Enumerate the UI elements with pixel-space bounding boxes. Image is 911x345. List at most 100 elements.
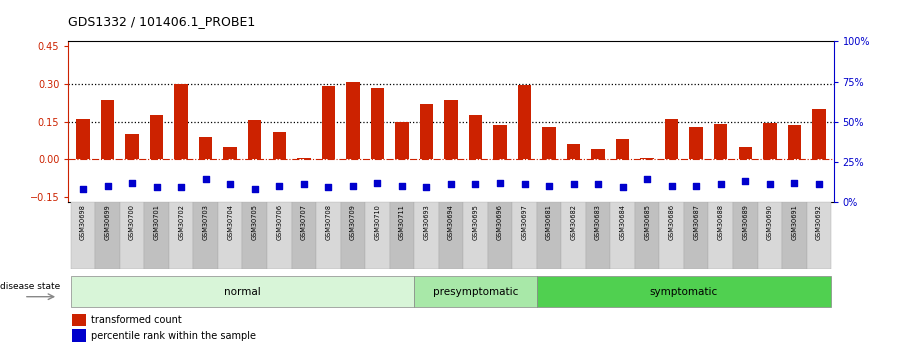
Bar (512, 202, 537, 269)
Text: GSM30681: GSM30681 (546, 204, 552, 240)
Bar (292, 202, 316, 269)
Text: GSM30697: GSM30697 (521, 204, 527, 240)
Bar (709, 202, 733, 269)
Bar (322, 86, 335, 159)
Text: GSM30698: GSM30698 (80, 204, 86, 240)
Bar (420, 104, 433, 159)
Text: disease state: disease state (0, 282, 60, 291)
Text: GDS1332 / 101406.1_PROBE1: GDS1332 / 101406.1_PROBE1 (68, 14, 256, 28)
Text: GSM30686: GSM30686 (669, 204, 675, 240)
Bar (77, 119, 90, 159)
Text: GSM30708: GSM30708 (325, 204, 332, 240)
Bar (316, 202, 341, 269)
Point (664, 183, 679, 189)
Bar (341, 202, 365, 269)
Bar (193, 202, 218, 269)
Bar (71, 202, 96, 269)
Point (272, 183, 287, 189)
Bar (346, 81, 360, 159)
Text: GSM30706: GSM30706 (276, 204, 282, 240)
Bar (395, 122, 409, 159)
Text: normal: normal (224, 287, 261, 296)
Text: GSM30684: GSM30684 (619, 204, 626, 240)
Text: GSM30695: GSM30695 (473, 204, 478, 240)
Bar (248, 120, 261, 159)
Point (640, 177, 654, 182)
Bar (561, 202, 586, 269)
Bar (242, 202, 267, 269)
Text: GSM30709: GSM30709 (350, 204, 356, 240)
Bar (812, 109, 825, 159)
Point (493, 180, 507, 185)
Point (248, 186, 262, 192)
Bar (610, 202, 635, 269)
Text: GSM30704: GSM30704 (227, 204, 233, 240)
Point (591, 181, 606, 187)
Bar (365, 202, 390, 269)
Text: GSM30685: GSM30685 (644, 204, 650, 240)
Text: transformed count: transformed count (91, 315, 182, 325)
Bar (591, 149, 605, 159)
Bar (487, 202, 512, 269)
Point (517, 181, 532, 187)
Point (174, 185, 189, 190)
Text: GSM30699: GSM30699 (105, 204, 110, 239)
Bar (223, 147, 237, 159)
Point (444, 181, 458, 187)
Bar (439, 202, 463, 269)
Bar (665, 119, 679, 159)
Bar (71, 276, 415, 307)
Point (370, 180, 384, 185)
Point (199, 177, 213, 182)
Bar (469, 115, 482, 159)
Bar (169, 202, 193, 269)
Point (787, 180, 802, 185)
Point (76, 186, 90, 192)
Bar (690, 127, 703, 159)
Point (321, 185, 335, 190)
Bar (616, 139, 630, 159)
Point (763, 181, 777, 187)
Point (100, 183, 115, 189)
Bar (144, 202, 169, 269)
Bar (72, 329, 86, 342)
Point (345, 183, 360, 189)
Bar (72, 314, 86, 326)
Bar (174, 84, 188, 159)
Text: GSM30701: GSM30701 (154, 204, 159, 240)
Bar (96, 202, 120, 269)
Bar (635, 202, 660, 269)
Point (468, 181, 483, 187)
Point (419, 185, 434, 190)
Point (394, 183, 409, 189)
Bar (733, 202, 758, 269)
Text: GSM30705: GSM30705 (251, 204, 258, 240)
Text: GSM30689: GSM30689 (742, 204, 748, 240)
Point (125, 180, 139, 185)
Bar (542, 127, 556, 159)
Text: GSM30696: GSM30696 (497, 204, 503, 240)
Text: GSM30683: GSM30683 (595, 204, 601, 240)
Point (542, 183, 557, 189)
Text: GSM30707: GSM30707 (301, 204, 307, 240)
Bar (463, 202, 487, 269)
Bar (371, 88, 384, 159)
Text: GSM30687: GSM30687 (693, 204, 700, 240)
Bar (586, 202, 610, 269)
Bar (218, 202, 242, 269)
Point (296, 181, 311, 187)
Bar (758, 202, 782, 269)
Text: GSM30688: GSM30688 (718, 204, 723, 240)
Bar (537, 276, 831, 307)
Point (738, 178, 752, 184)
Point (567, 181, 581, 187)
Point (689, 183, 703, 189)
Point (812, 181, 826, 187)
Bar (272, 132, 286, 159)
Bar (537, 202, 561, 269)
Text: GSM30690: GSM30690 (767, 204, 773, 240)
Text: GSM30711: GSM30711 (399, 204, 404, 239)
Bar (684, 202, 709, 269)
Bar (101, 100, 114, 159)
Bar (567, 144, 580, 159)
